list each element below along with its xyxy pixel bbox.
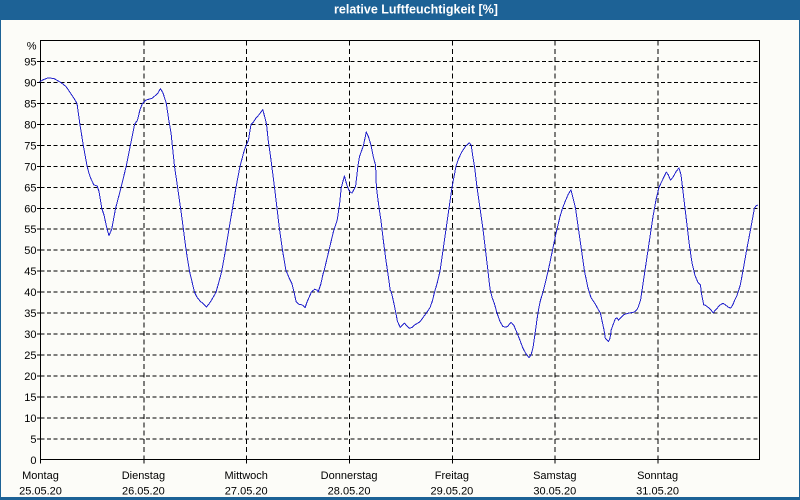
svg-text:25: 25	[24, 350, 36, 362]
svg-text:relative Luftfeuchtigkeit [%]: relative Luftfeuchtigkeit [%]	[334, 3, 498, 17]
svg-text:55: 55	[24, 224, 36, 236]
svg-text:30.05.20: 30.05.20	[533, 486, 576, 498]
svg-text:%: %	[27, 41, 37, 53]
svg-text:29.05.20: 29.05.20	[430, 486, 473, 498]
svg-text:75: 75	[24, 140, 36, 152]
svg-text:Mittwoch: Mittwoch	[224, 470, 267, 482]
svg-text:35: 35	[24, 308, 36, 320]
svg-text:28.05.20: 28.05.20	[328, 486, 371, 498]
svg-text:15: 15	[24, 392, 36, 404]
svg-text:Donnerstag: Donnerstag	[321, 470, 378, 482]
svg-text:50: 50	[24, 245, 36, 257]
svg-text:Freitag: Freitag	[435, 470, 469, 482]
svg-text:Samstag: Samstag	[533, 470, 576, 482]
svg-text:5: 5	[30, 434, 36, 446]
svg-text:10: 10	[24, 413, 36, 425]
svg-text:95: 95	[24, 56, 36, 68]
svg-text:Sonntag: Sonntag	[637, 470, 678, 482]
svg-text:45: 45	[24, 266, 36, 278]
svg-text:65: 65	[24, 182, 36, 194]
svg-text:90: 90	[24, 77, 36, 89]
svg-text:25.05.20: 25.05.20	[19, 486, 62, 498]
svg-text:26.05.20: 26.05.20	[122, 486, 165, 498]
svg-text:31.05.20: 31.05.20	[636, 486, 679, 498]
svg-text:80: 80	[24, 119, 36, 131]
svg-text:40: 40	[24, 287, 36, 299]
svg-text:70: 70	[24, 161, 36, 173]
svg-text:Dienstag: Dienstag	[122, 470, 165, 482]
svg-text:85: 85	[24, 98, 36, 110]
svg-text:Montag: Montag	[22, 470, 59, 482]
svg-text:0: 0	[30, 455, 36, 467]
svg-text:20: 20	[24, 371, 36, 383]
svg-text:27.05.20: 27.05.20	[225, 486, 268, 498]
svg-text:30: 30	[24, 329, 36, 341]
svg-text:60: 60	[24, 203, 36, 215]
